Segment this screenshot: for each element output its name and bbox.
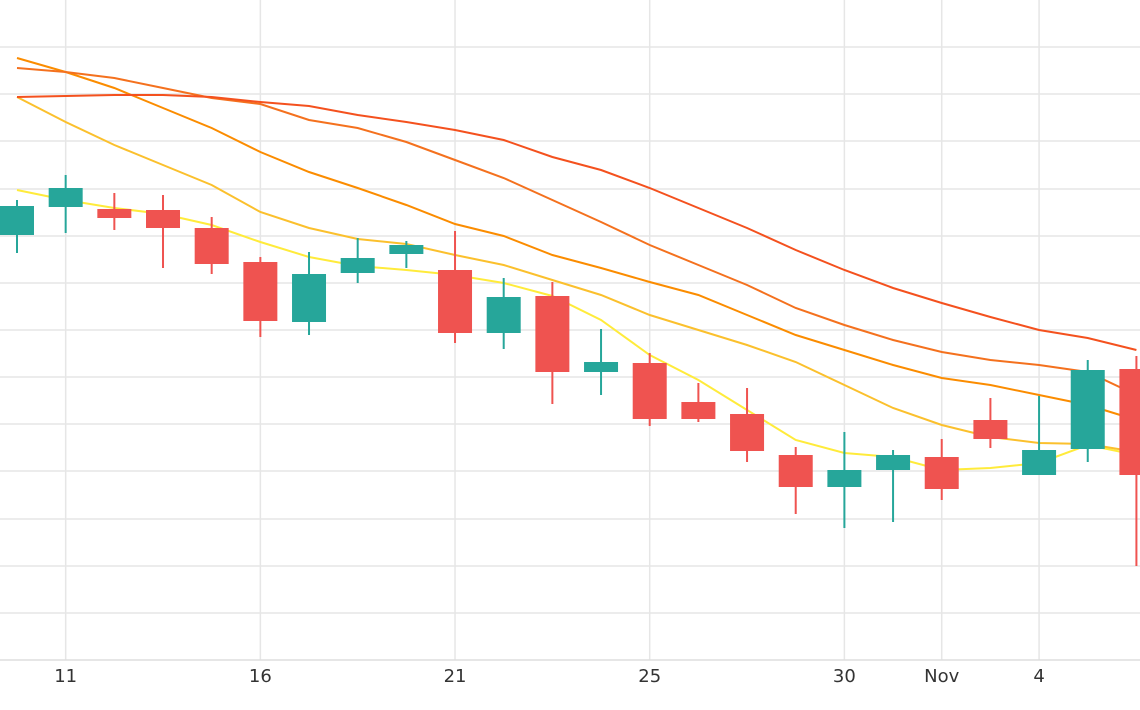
candle-body: [876, 455, 911, 470]
x-axis: 11 16 21 25 30 Nov 4: [54, 666, 1045, 687]
x-tick-label: 16: [249, 666, 272, 687]
candle-body: [973, 420, 1008, 439]
candle-body: [1070, 370, 1105, 449]
candle-body: [438, 270, 473, 333]
candle-body: [389, 245, 424, 254]
candle-body: [146, 210, 181, 228]
candle-body: [486, 297, 521, 333]
candle-body: [97, 209, 132, 218]
moving-average-line: [16, 94, 1137, 351]
x-tick-label: 21: [444, 666, 467, 687]
candle-body: [632, 363, 667, 419]
x-tick-label: Nov: [924, 666, 959, 687]
candle-body: [778, 455, 813, 487]
moving-average-line: [16, 57, 1137, 421]
candle-body: [1022, 450, 1057, 475]
candle-body: [194, 228, 229, 264]
x-tick-label: 30: [833, 666, 856, 687]
candle-body: [292, 274, 327, 322]
candle-body: [1119, 369, 1140, 475]
candle-body: [924, 457, 959, 489]
candle-body: [730, 414, 765, 451]
candle-body: [827, 470, 862, 487]
x-tick-label: 4: [1033, 666, 1044, 687]
candle-body: [340, 258, 375, 273]
candle-body: [48, 188, 83, 207]
grid: [0, 0, 1140, 660]
candle-body: [243, 262, 278, 321]
x-tick-label: 25: [638, 666, 661, 687]
candle-body: [681, 402, 716, 419]
candle-body: [584, 362, 619, 372]
candle-body: [535, 296, 570, 372]
plot-area: [0, 57, 1140, 566]
x-tick-label: 11: [54, 666, 77, 687]
moving-average-line: [16, 96, 1137, 453]
candle-body: [0, 206, 34, 235]
